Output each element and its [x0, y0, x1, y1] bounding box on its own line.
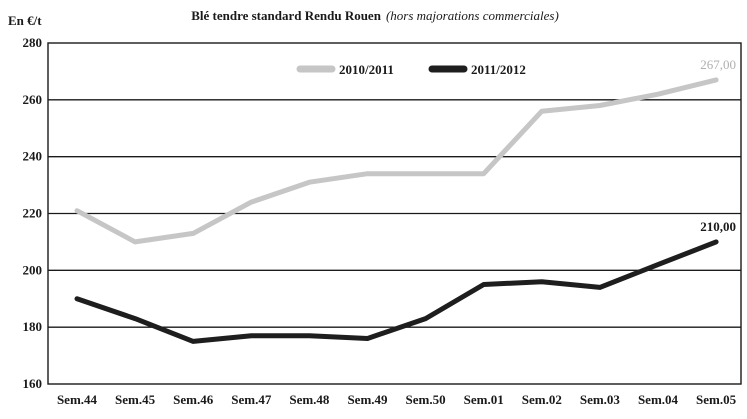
x-tick-label: Sem.46 — [173, 392, 214, 407]
x-tick-label: Sem.03 — [580, 392, 621, 407]
y-tick-label: 160 — [23, 376, 43, 391]
plot-frame — [47, 42, 742, 385]
x-tick-label: Sem.44 — [57, 392, 98, 407]
y-tick-label: 220 — [23, 206, 43, 221]
x-tick-label: Sem.04 — [638, 392, 679, 407]
x-tick-label: Sem.05 — [696, 392, 737, 407]
chart-title: Blé tendre standard Rendu Rouen — [191, 8, 382, 23]
chart-title-group: Blé tendre standard Rendu Rouen (hors maj… — [191, 8, 559, 23]
plot-area: 160 180 200 220 240 260 280 Sem.44 Sem.45 Sem.46 S… — [23, 35, 742, 407]
x-tick-label: Sem.45 — [115, 392, 156, 407]
y-tick-label: 260 — [23, 92, 43, 107]
data-label-2: 210,00 — [700, 219, 736, 234]
y-tick-label: 240 — [23, 149, 43, 164]
x-tick-label: Sem.49 — [347, 392, 388, 407]
y-tick-label: 200 — [23, 262, 43, 277]
series-line-1 — [74, 77, 719, 245]
data-label-1: 267,00 — [700, 57, 736, 72]
x-tick-label: Sem.02 — [522, 392, 562, 407]
series-line-2 — [74, 239, 719, 344]
y-tick-label: 280 — [23, 35, 43, 50]
legend-label-2: 2011/2012 — [471, 62, 526, 77]
x-tick-label: Sem.50 — [406, 392, 446, 407]
chart-subtitle: (hors majorations commerciales) — [386, 8, 559, 23]
y-tick-label: 180 — [23, 319, 43, 334]
x-tick-label: Sem.01 — [464, 392, 504, 407]
x-tick-label: Sem.48 — [289, 392, 330, 407]
y-axis-label: En €/t — [8, 13, 42, 28]
x-tick-label: Sem.47 — [231, 392, 272, 407]
legend-label-1: 2010/2011 — [339, 62, 394, 77]
